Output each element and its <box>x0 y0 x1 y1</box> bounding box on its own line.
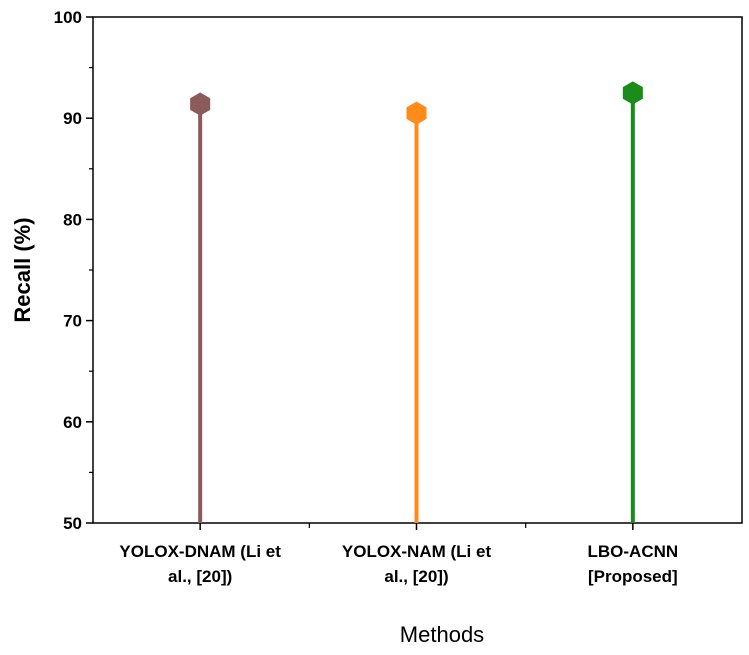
y-tick-label: 100 <box>54 8 82 27</box>
x-category-label: YOLOX-DNAM (Li et <box>119 542 281 561</box>
labels-layer: 50 60 70 80 90 100 YOLOX-DNAM (Li et al., [20])… <box>54 8 679 586</box>
x-category-label: al., [20]) <box>384 567 448 586</box>
marks-layer <box>190 81 643 523</box>
x-category-label: [Proposed] <box>588 567 678 586</box>
lollipop-marker <box>190 92 211 116</box>
axes-layer <box>86 16 743 530</box>
lollipop-marker <box>622 81 643 105</box>
x-category-label: YOLOX-NAM (Li et <box>342 542 492 561</box>
x-category-label: LBO-ACNN <box>588 542 679 561</box>
y-tick-label: 90 <box>63 109 82 128</box>
y-tick-label: 50 <box>63 514 82 533</box>
lollipop-marker <box>406 101 427 125</box>
y-tick-label: 80 <box>63 210 82 229</box>
x-category-label: al., [20]) <box>168 567 232 586</box>
y-tick-label: 60 <box>63 413 82 432</box>
x-axis-title: Methods <box>400 622 484 647</box>
y-tick-label: 70 <box>63 312 82 331</box>
y-axis-title: Recall (%) <box>10 217 35 322</box>
